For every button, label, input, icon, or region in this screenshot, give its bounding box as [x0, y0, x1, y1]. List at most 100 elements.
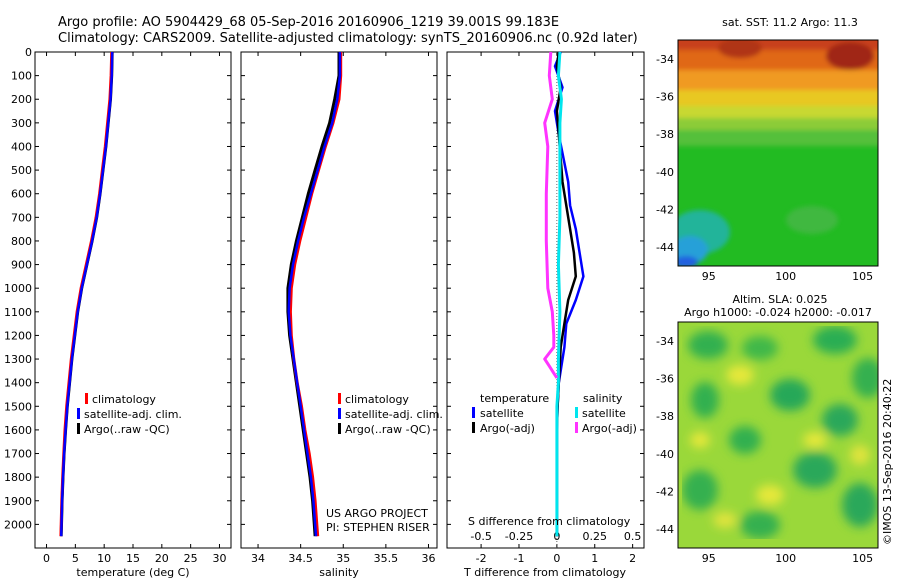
map-y-tick-label: -42: [656, 204, 674, 217]
legend-label: climatology: [345, 393, 409, 406]
x-tick-label: 30: [212, 552, 226, 565]
project-annotation: US ARGO PROJECT: [326, 507, 428, 520]
x-tick-label: 10: [97, 552, 111, 565]
y-tick-label: 400: [11, 140, 32, 153]
y-tick-label: 500: [11, 164, 32, 177]
map-y-tick-label: -36: [656, 373, 674, 386]
legend-title-salinity: salinity: [583, 392, 623, 405]
x-axis-label: temperature (deg C): [76, 566, 189, 579]
map-y-tick-label: -44: [656, 523, 674, 536]
map-y-tick-label: -42: [656, 486, 674, 499]
y-tick-label: 1900: [4, 495, 32, 508]
temperature-legend: climatology satellite-adj. clim. Argo(..…: [77, 393, 182, 436]
top-tick-label: -0.25: [505, 530, 533, 543]
x-tick-label: 15: [126, 552, 140, 565]
map-y-tick-label: -44: [656, 241, 674, 254]
x-tick-label: 34.5: [288, 552, 313, 565]
difference-legend: temperature salinity satellite Argo(-adj…: [468, 392, 637, 528]
y-tick-label: 1400: [4, 377, 32, 390]
sla-map-title: Altim. SLA: 0.025: [732, 293, 827, 306]
y-tick-label: 1300: [4, 353, 32, 366]
top-tick-label: 0.5: [624, 530, 642, 543]
x-tick-label: 5: [72, 552, 79, 565]
legend-label: satellite-adj. clim.: [84, 408, 182, 421]
y-tick-label: 2000: [4, 518, 32, 531]
legend-swatch-s-argo: [575, 422, 578, 433]
header-line-2: Climatology: CARS2009. Satellite-adjuste…: [58, 31, 638, 46]
legend-label: Argo(-adj): [582, 422, 637, 435]
map-x-tick-label: 105: [852, 270, 873, 283]
x-tick-label: 35: [336, 552, 350, 565]
legend-label: satellite: [480, 407, 524, 420]
difference-panel-frame: [446, 51, 645, 549]
legend-label: Argo(..raw -QC): [345, 423, 431, 436]
y-tick-label: 0: [25, 46, 32, 59]
x-tick-label: -1: [513, 552, 524, 565]
series-line-satellite: [59, 51, 114, 537]
y-tick-label: 300: [11, 117, 32, 130]
sst-map-frame: [677, 39, 879, 267]
sst-heatmap: [678, 40, 878, 266]
x-tick-label: 36: [421, 552, 435, 565]
legend-label: satellite-adj. clim.: [345, 408, 443, 421]
legend-swatch-satellite: [77, 408, 80, 419]
legend-swatch-t-argo: [472, 422, 475, 433]
y-tick-label: 1200: [4, 329, 32, 342]
y-tick-label: 1600: [4, 424, 32, 437]
map-x-tick-label: 100: [775, 552, 796, 565]
legend-swatch-s-satellite: [575, 407, 578, 418]
map-y-tick-label: -34: [656, 53, 674, 66]
series-line-argo: [59, 51, 114, 537]
y-tick-label: 600: [11, 188, 32, 201]
top-tick-label: 0: [553, 530, 560, 543]
x-tick-label: 35.5: [374, 552, 399, 565]
pi-annotation: PI: STEPHEN RISER: [326, 521, 430, 534]
legend-swatch-climatology: [85, 393, 88, 404]
map-y-tick-label: -34: [656, 335, 674, 348]
axes-layer: 0100200300400500600700800900100011001200…: [4, 46, 873, 565]
x-tick-label: 2: [629, 552, 636, 565]
series-line-s-argo: [543, 51, 559, 379]
x-axis-label: salinity: [319, 566, 359, 579]
sla-map-subtitle: Argo h1000: -0.024 h2000: -0.017: [684, 306, 872, 319]
y-tick-label: 900: [11, 259, 32, 272]
legend-label: Argo(-adj): [480, 422, 535, 435]
map-y-tick-label: -40: [656, 166, 674, 179]
salinity-panel-frame: [240, 51, 438, 549]
map-x-tick-label: 100: [775, 270, 796, 283]
y-tick-label: 1000: [4, 282, 32, 295]
sla-map-frame: [677, 321, 879, 549]
legend-label: Argo(..raw -QC): [84, 423, 170, 436]
legend-swatch-argo: [338, 423, 341, 434]
x-tick-label: 1: [591, 552, 598, 565]
x-tick-label: 0: [43, 552, 50, 565]
y-tick-label: 800: [11, 235, 32, 248]
sst-map-title: sat. SST: 11.2 Argo: 11.3: [722, 16, 858, 29]
series-layer: [59, 51, 585, 537]
header-line-1: Argo profile: AO 5904429_68 05-Sep-2016 …: [58, 15, 559, 30]
y-tick-label: 1700: [4, 448, 32, 461]
x-tick-label: 34: [251, 552, 265, 565]
y-tick-label: 200: [11, 93, 32, 106]
sla-heatmap: [678, 322, 878, 548]
legend-label: climatology: [92, 393, 156, 406]
map-y-tick-label: -40: [656, 448, 674, 461]
x-tick-label: 0: [553, 552, 560, 565]
series-line-climatology: [288, 52, 343, 537]
x-axis-label: T difference from climatology: [463, 566, 626, 579]
y-tick-label: 1800: [4, 471, 32, 484]
map-y-tick-label: -38: [656, 128, 674, 141]
legend-swatch-climatology: [338, 393, 341, 404]
series-line-satellite: [287, 52, 342, 537]
map-x-tick-label: 95: [702, 270, 716, 283]
legend-title-temperature: temperature: [480, 392, 549, 405]
series-line-s-satellite: [555, 51, 563, 537]
y-tick-label: 100: [11, 70, 32, 83]
legend-label: satellite: [582, 407, 626, 420]
top-tick-label: 0.25: [583, 530, 608, 543]
y-tick-label: 700: [11, 211, 32, 224]
y-tick-label: 1100: [4, 306, 32, 319]
map-x-tick-label: 105: [852, 552, 873, 565]
top-tick-label: -0.5: [470, 530, 491, 543]
